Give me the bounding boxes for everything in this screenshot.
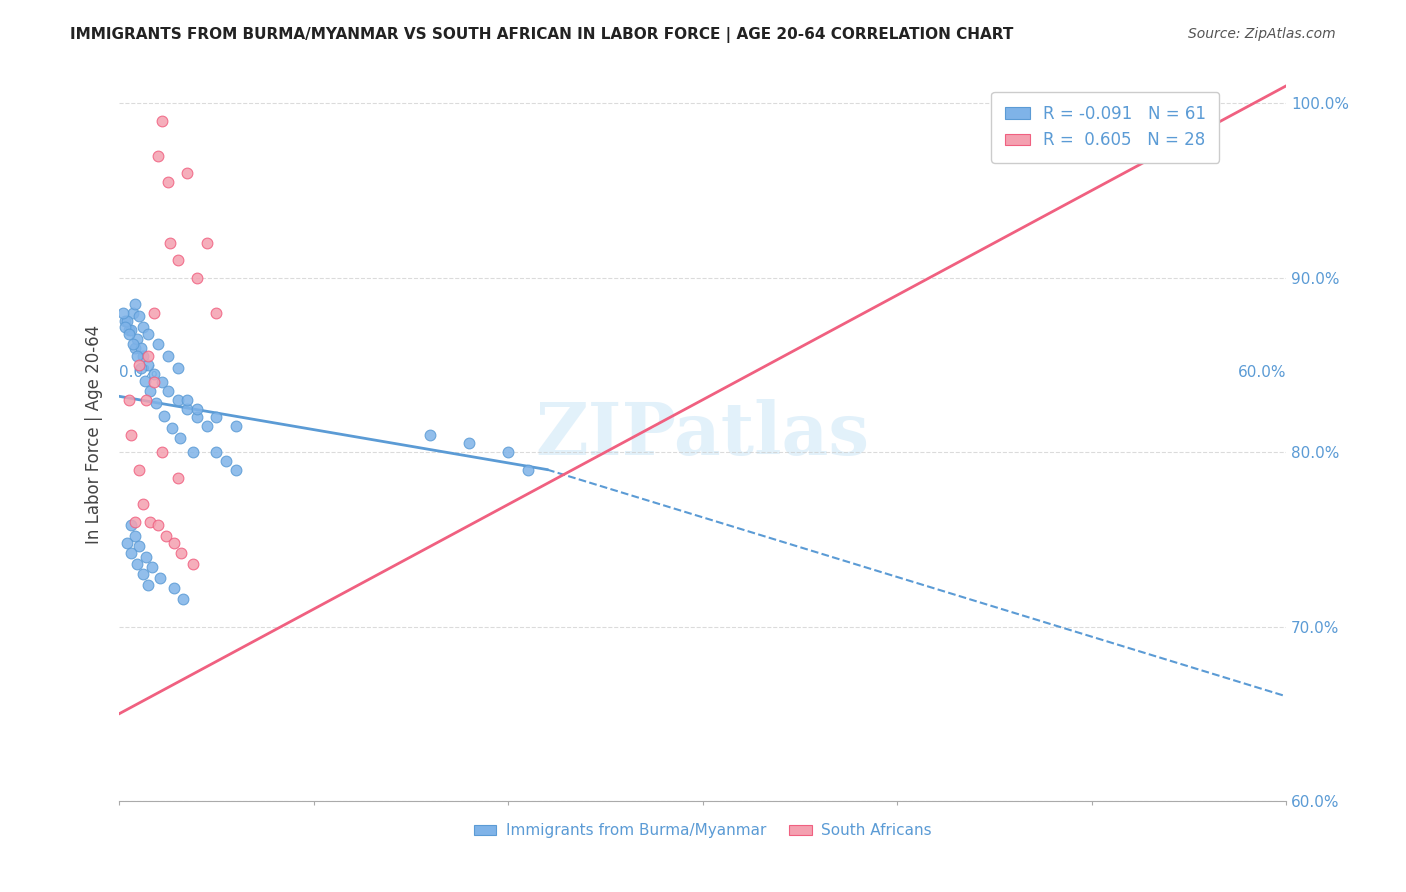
Point <box>143 376 166 390</box>
Point <box>131 567 153 582</box>
Point <box>225 462 247 476</box>
Point <box>156 384 179 398</box>
Point <box>146 149 169 163</box>
Point <box>131 319 153 334</box>
Point <box>176 401 198 416</box>
Point <box>129 341 152 355</box>
Point <box>159 235 181 250</box>
Point <box>139 515 162 529</box>
Point <box>124 297 146 311</box>
Point <box>176 392 198 407</box>
Point <box>225 419 247 434</box>
Point <box>129 361 152 376</box>
Point <box>118 326 141 341</box>
Point <box>134 374 156 388</box>
Point <box>169 431 191 445</box>
Point <box>149 571 172 585</box>
Point <box>122 337 145 351</box>
Point <box>115 314 138 328</box>
Point <box>458 436 481 450</box>
Point <box>115 536 138 550</box>
Point <box>170 546 193 560</box>
Point <box>135 392 157 407</box>
Point <box>160 421 183 435</box>
Point <box>124 529 146 543</box>
Text: 60.0%: 60.0% <box>1237 365 1286 380</box>
Text: IMMIGRANTS FROM BURMA/MYANMAR VS SOUTH AFRICAN IN LABOR FORCE | AGE 20-64 CORREL: IMMIGRANTS FROM BURMA/MYANMAR VS SOUTH A… <box>70 27 1014 43</box>
Point <box>181 557 204 571</box>
Y-axis label: In Labor Force | Age 20-64: In Labor Force | Age 20-64 <box>86 326 103 544</box>
Point <box>146 337 169 351</box>
Point <box>120 518 142 533</box>
Point <box>166 471 188 485</box>
Point <box>419 427 441 442</box>
Point <box>128 462 150 476</box>
Point <box>138 577 160 591</box>
Point <box>118 392 141 407</box>
Point <box>124 515 146 529</box>
Point <box>156 175 179 189</box>
Point <box>496 445 519 459</box>
Point <box>516 462 538 476</box>
Point <box>138 349 160 363</box>
Point <box>150 376 173 390</box>
Text: Source: ZipAtlas.com: Source: ZipAtlas.com <box>1188 27 1336 41</box>
Point <box>186 401 208 416</box>
Point <box>138 358 160 372</box>
Text: ZIPatlas: ZIPatlas <box>536 400 870 470</box>
Point <box>139 384 162 398</box>
Point <box>146 518 169 533</box>
Point <box>166 253 188 268</box>
Point <box>163 581 186 595</box>
Point <box>195 235 218 250</box>
Point <box>128 358 150 372</box>
Point <box>156 349 179 363</box>
Point <box>145 396 167 410</box>
Point <box>205 305 228 319</box>
Point <box>141 560 163 574</box>
Point <box>166 361 188 376</box>
Point <box>205 445 228 459</box>
Point <box>122 305 145 319</box>
Point <box>153 409 176 423</box>
Point <box>114 314 136 328</box>
Point <box>172 591 194 606</box>
Point <box>128 539 150 553</box>
Point <box>125 557 148 571</box>
Point <box>205 410 228 425</box>
Point <box>135 549 157 564</box>
Point <box>114 319 136 334</box>
Text: 0.0%: 0.0% <box>120 365 157 380</box>
Point <box>186 270 208 285</box>
Point <box>186 410 208 425</box>
Point <box>176 166 198 180</box>
Legend: Immigrants from Burma/Myanmar, South Africans: Immigrants from Burma/Myanmar, South Afr… <box>467 817 938 845</box>
Point <box>195 419 218 434</box>
Point <box>1197 96 1219 111</box>
Point <box>166 392 188 407</box>
Point <box>124 341 146 355</box>
Point <box>131 349 153 363</box>
Point <box>125 349 148 363</box>
Point <box>125 332 148 346</box>
Point <box>155 529 177 543</box>
Point <box>120 323 142 337</box>
Point <box>128 309 150 323</box>
Point <box>143 367 166 381</box>
Point <box>181 445 204 459</box>
Point <box>120 546 142 560</box>
Point <box>150 113 173 128</box>
Point <box>150 445 173 459</box>
Point <box>163 536 186 550</box>
Point <box>143 305 166 319</box>
Point <box>120 427 142 442</box>
Point <box>215 454 238 468</box>
Point <box>138 326 160 341</box>
Point <box>118 323 141 337</box>
Point <box>112 305 135 319</box>
Point <box>131 498 153 512</box>
